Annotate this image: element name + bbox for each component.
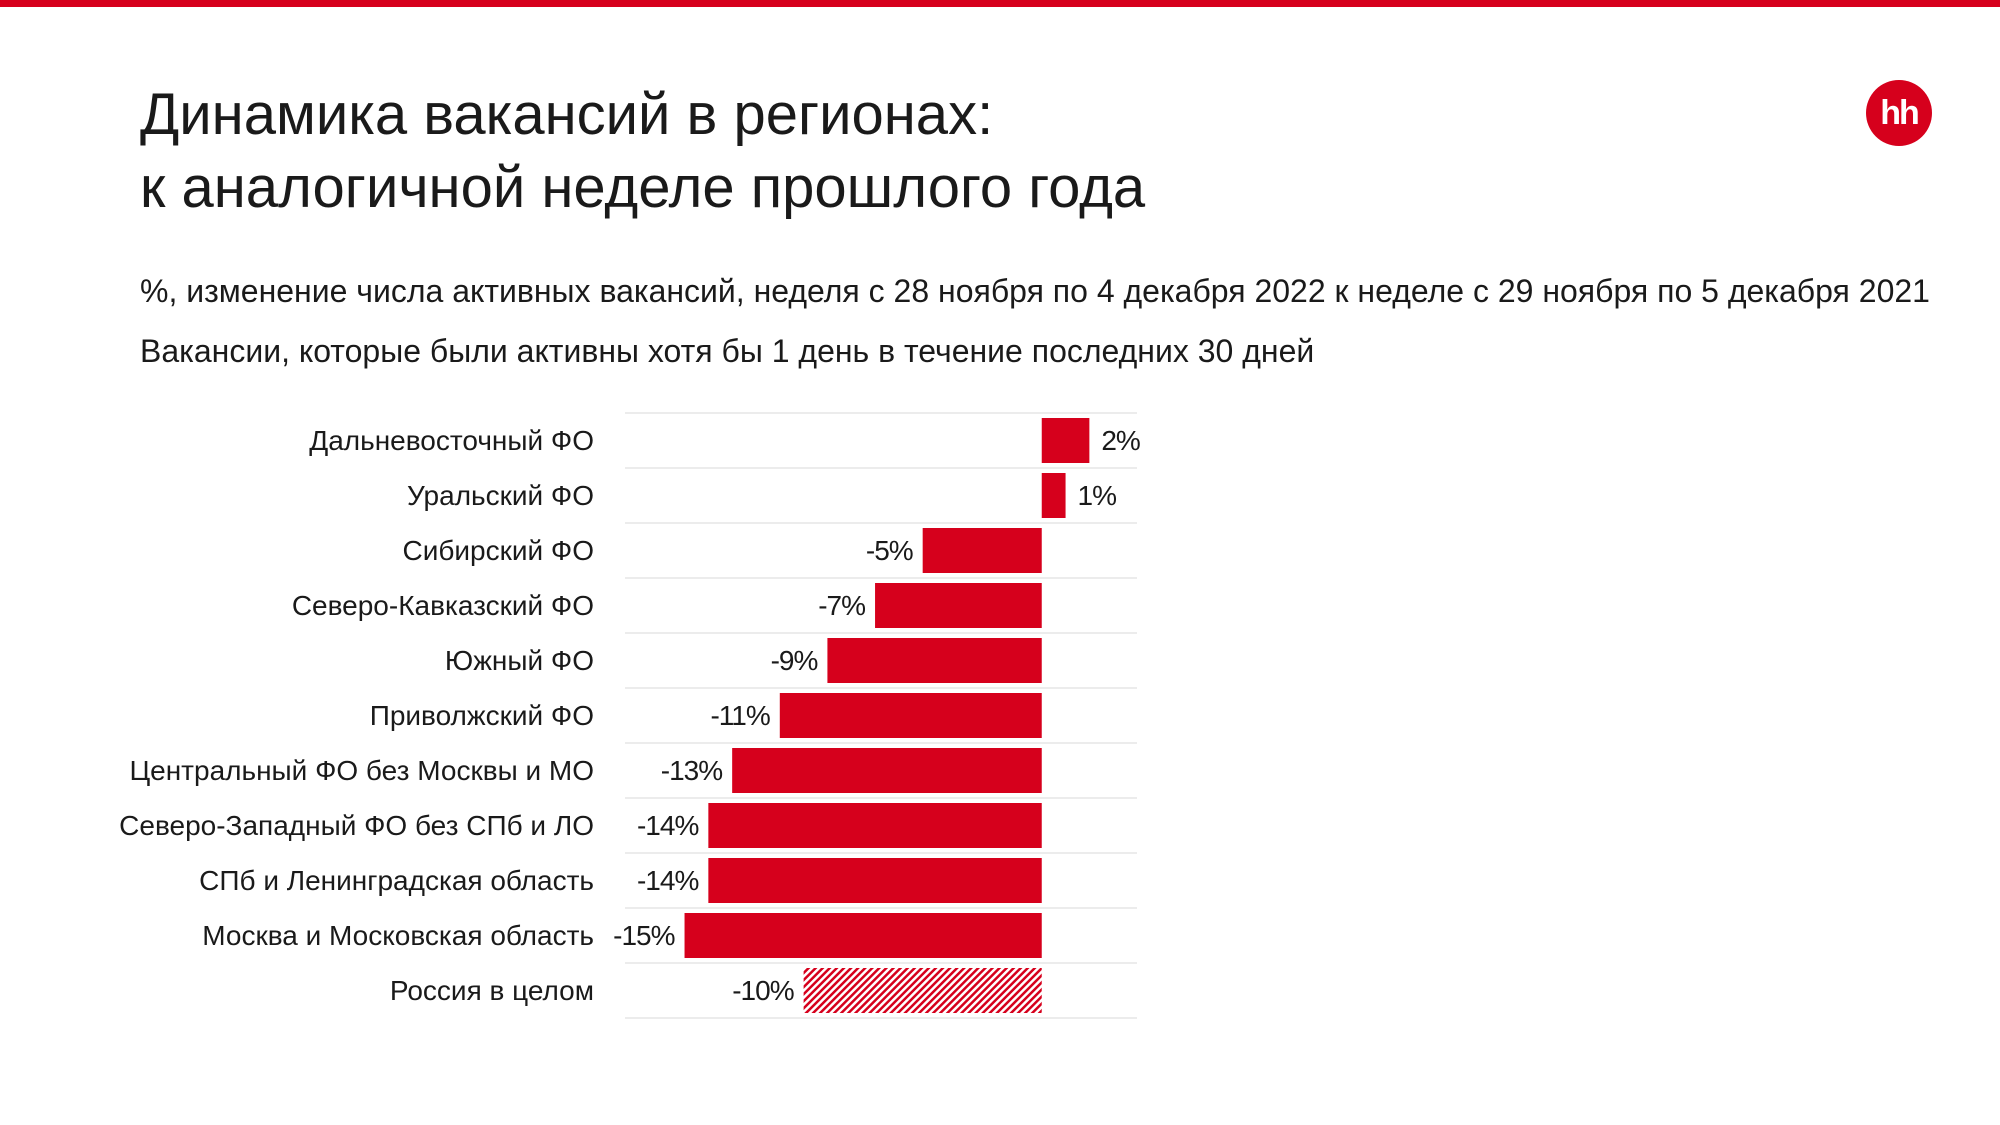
value-label: -14%	[637, 865, 698, 896]
bar	[1041, 418, 1090, 463]
bar	[684, 913, 1042, 958]
page-title: Динамика вакансий в регионах: к аналогич…	[140, 78, 1145, 224]
category-label: Приволжский ФО	[370, 700, 594, 731]
value-label: -9%	[771, 645, 818, 676]
bar	[779, 693, 1042, 738]
category-label: Москва и Московская область	[202, 920, 594, 951]
bar	[708, 803, 1042, 848]
labels: Дальневосточный ФО 2% Уральский ФО 1% Сибирс…	[119, 425, 1141, 1006]
category-label: СПб и Ленинградская область	[199, 865, 594, 896]
bar	[732, 748, 1042, 793]
bar	[922, 528, 1042, 573]
category-label: Северо-Западный ФО без СПб и ЛО	[119, 810, 594, 841]
value-label: -5%	[866, 535, 913, 566]
value-label: 2%	[1101, 425, 1140, 456]
value-label: -14%	[637, 810, 698, 841]
bar	[708, 858, 1042, 903]
value-label: -7%	[818, 590, 865, 621]
category-label: Сибирский ФО	[403, 535, 595, 566]
category-label: Центральный ФО без Москвы и МО	[129, 755, 594, 786]
bar	[875, 583, 1042, 628]
chart-subtitle: %, изменение числа активных вакансий, не…	[140, 273, 1930, 309]
hh-logo: hh	[1866, 80, 1932, 146]
top-accent-bar	[0, 0, 2000, 7]
bar	[827, 638, 1042, 683]
value-label: 1%	[1078, 480, 1117, 511]
category-label: Россия в целом	[390, 975, 594, 1006]
bar	[803, 968, 1042, 1013]
value-label: -13%	[661, 755, 722, 786]
chart-note: Вакансии, которые были активны хотя бы 1…	[140, 333, 1315, 369]
value-label: -15%	[613, 920, 674, 951]
title-line-2: к аналогичной неделе прошлого года	[140, 155, 1146, 220]
bar	[1041, 473, 1066, 518]
category-label: Дальневосточный ФО	[309, 425, 594, 456]
value-label: -10%	[732, 975, 793, 1006]
value-label: -11%	[710, 700, 769, 731]
category-label: Уральский ФО	[407, 480, 594, 511]
category-label: Северо-Кавказский ФО	[292, 590, 594, 621]
category-label: Южный ФО	[445, 645, 594, 676]
bars	[684, 418, 1090, 1013]
title-line-1: Динамика вакансий в регионах:	[140, 82, 994, 147]
gridlines	[625, 412, 1137, 1019]
